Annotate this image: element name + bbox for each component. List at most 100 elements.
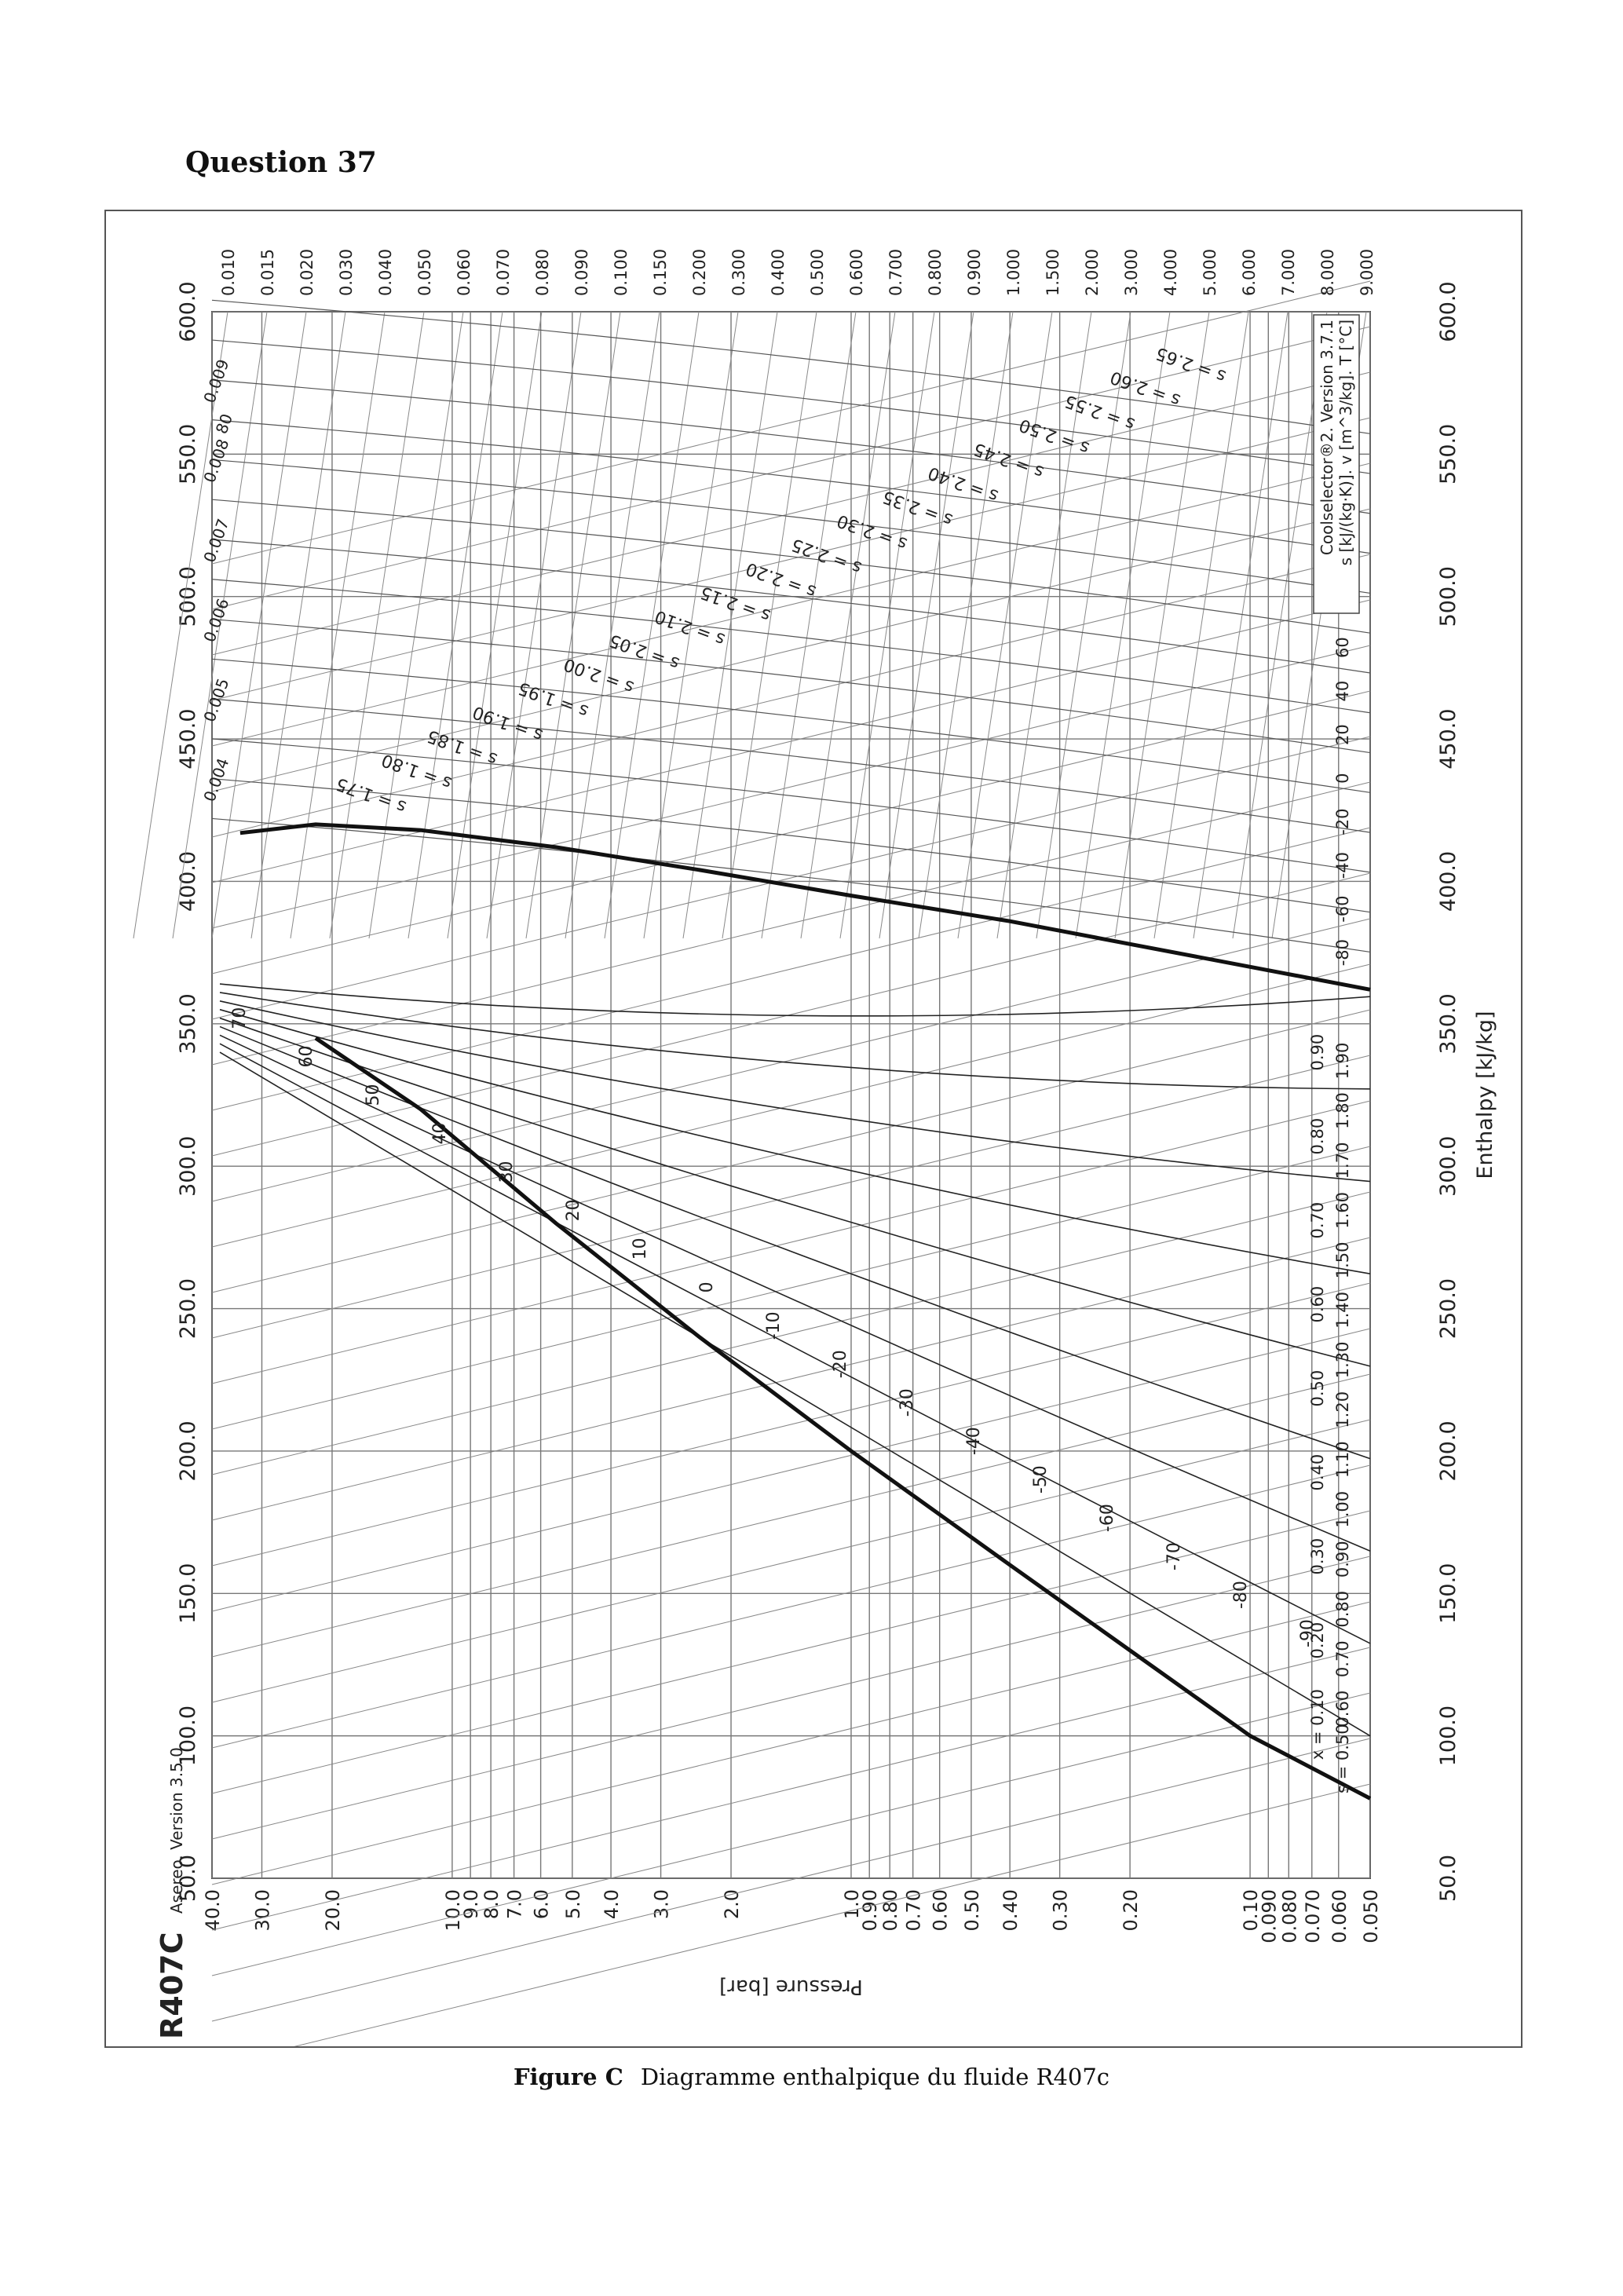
isotherm-line bbox=[211, 419, 1371, 554]
isotherm-label: -10 bbox=[764, 1311, 784, 1340]
pressure-tick-label: 2.0 bbox=[721, 1889, 743, 1919]
isochore-line bbox=[250, 311, 346, 939]
isentrope-label: s = 2.30 bbox=[835, 510, 910, 554]
isotherm-label: -50 bbox=[1031, 1465, 1051, 1493]
enthalpy-tick-label-right: 450.0 bbox=[1436, 708, 1460, 769]
isentrope-label: s = 2.50 bbox=[1017, 415, 1092, 458]
isentrope-line bbox=[211, 781, 1371, 1066]
volume-tick-label: 1.500 bbox=[1044, 249, 1062, 296]
volume-tick-label: 4.000 bbox=[1161, 249, 1180, 296]
isentrope-line bbox=[211, 645, 1371, 929]
isochore-line bbox=[1036, 311, 1131, 939]
pressure-tick-label: 0.80 bbox=[879, 1889, 901, 1931]
units-note: s [kJ/(kg·K)]. v [m^3/kg]. T [°C] bbox=[1336, 320, 1355, 565]
pressure-tick-label: 10.0 bbox=[442, 1889, 464, 1931]
isentrope-line bbox=[211, 417, 1371, 701]
isochore-line bbox=[879, 311, 974, 939]
isentrope-line bbox=[211, 1647, 1371, 1931]
temperature-tick-label: -80 bbox=[1333, 939, 1352, 966]
entropy-tick-label: 1.40 bbox=[1333, 1292, 1352, 1329]
quality-tick-label: 0.30 bbox=[1308, 1538, 1327, 1575]
volume-tick-label: 0.010 bbox=[219, 249, 238, 296]
quality-tick-label: x = 0.10 bbox=[1308, 1689, 1327, 1760]
software-note: Coolselector®2. Version 3.7.1 bbox=[1318, 320, 1336, 555]
isentrope-label: s = 1.85 bbox=[425, 726, 500, 769]
isotherm-label: -60 bbox=[1098, 1504, 1117, 1532]
quality-tick-label: 0.20 bbox=[1308, 1622, 1327, 1659]
temperature-tick-label: -20 bbox=[1333, 808, 1352, 835]
enthalpy-tick-label-right: 500.0 bbox=[1436, 566, 1460, 627]
volume-tick-label: 9.000 bbox=[1358, 249, 1376, 296]
isentrope-line bbox=[211, 1237, 1371, 1521]
quality-line bbox=[219, 1026, 1371, 1460]
quality-line bbox=[219, 1017, 1371, 1367]
temperature-tick-label: 60 bbox=[1333, 637, 1352, 658]
property-lines bbox=[133, 280, 1371, 2067]
isotherm-label: -80 bbox=[1231, 1581, 1251, 1609]
isochore-line bbox=[839, 311, 935, 939]
enthalpy-tick-label-right: 300.0 bbox=[1436, 1136, 1460, 1197]
pressure-tick-label: 0.090 bbox=[1258, 1889, 1280, 1943]
isentrope-line bbox=[211, 1783, 1371, 2067]
isotherm-line bbox=[211, 299, 1371, 434]
isotherm-label: -20 bbox=[831, 1350, 850, 1378]
volume-tick-label: 0.300 bbox=[729, 249, 748, 296]
caption-label: Figure C bbox=[513, 2064, 623, 2090]
isochore-line bbox=[329, 311, 425, 939]
isentrope-line bbox=[211, 1738, 1371, 2022]
isentrope-line bbox=[211, 1419, 1371, 1703]
isochore-line bbox=[565, 311, 660, 939]
quality-tick-label: 0.80 bbox=[1308, 1118, 1327, 1155]
volume-tick-label: 0.040 bbox=[376, 249, 395, 296]
volume-tick-label: 0.090 bbox=[572, 249, 591, 296]
isotherm-label: 30 bbox=[497, 1161, 517, 1183]
isotherm-line bbox=[211, 738, 1371, 873]
entropy-tick-label: 0.90 bbox=[1333, 1541, 1352, 1578]
isentrope-line bbox=[211, 1100, 1371, 1384]
volume-tick-label: 6.000 bbox=[1240, 249, 1259, 296]
isentrope-label: s = 2.35 bbox=[880, 486, 956, 529]
isentrope-label: s = 2.10 bbox=[652, 606, 728, 649]
isochore-line bbox=[368, 311, 464, 939]
quality-tick-label: 0.60 bbox=[1308, 1286, 1327, 1323]
isentrope-label: s = 2.05 bbox=[607, 630, 682, 673]
pressure-tick-label: 3.0 bbox=[651, 1889, 673, 1919]
enthalpy-tick-label-right: 200.0 bbox=[1436, 1420, 1460, 1481]
pressure-tick-label: 30.0 bbox=[251, 1889, 273, 1931]
enthalpy-tick-label-right: 600.0 bbox=[1436, 281, 1460, 342]
quality-tick-label: 0.90 bbox=[1308, 1034, 1327, 1071]
isochore-line bbox=[957, 311, 1053, 939]
isentrope-line bbox=[211, 326, 1371, 610]
isentrope-line bbox=[211, 508, 1371, 792]
pressure-tick-label: 0.90 bbox=[859, 1889, 881, 1931]
quality-line bbox=[219, 1043, 1371, 1644]
pressure-tick-label: 7.0 bbox=[504, 1889, 526, 1919]
isochore-line bbox=[408, 311, 503, 939]
isochore-line bbox=[133, 311, 228, 939]
volume-tick-label: 0.030 bbox=[337, 249, 356, 296]
isotherm-label: 40 bbox=[430, 1122, 450, 1144]
enthalpy-tick-label-left: 450.0 bbox=[176, 708, 200, 769]
enthalpy-tick-label-left: 550.0 bbox=[176, 424, 200, 484]
isotherm-label: 0 bbox=[697, 1281, 717, 1292]
isentrope-label: s = 2.55 bbox=[1062, 390, 1138, 433]
quality-tick-label: 0.40 bbox=[1308, 1454, 1327, 1491]
isotherm-label: -90 bbox=[1298, 1619, 1318, 1647]
isentrope-line bbox=[211, 1556, 1371, 1840]
superheat-isotherm-label: 80 bbox=[212, 411, 236, 437]
isotherm-label: 50 bbox=[364, 1084, 383, 1106]
entropy-tick-label: 1.90 bbox=[1333, 1043, 1352, 1080]
pressure-tick-label: 9.0 bbox=[460, 1889, 482, 1919]
isotherm-line bbox=[211, 379, 1371, 514]
volume-tick-label: 0.800 bbox=[926, 249, 945, 296]
enthalpy-tick-label-left: 600.0 bbox=[176, 281, 200, 342]
ph-diagram: 40.0 30.0 20.0 10.09.08.0 7.0 6.0 5.0 4.0 3.0 2.0… bbox=[133, 249, 1497, 2067]
isochore-line bbox=[1153, 311, 1249, 939]
enthalpy-tick-label-left: 350.0 bbox=[176, 993, 200, 1054]
saturation-curve bbox=[239, 822, 1371, 992]
entropy-tick-label: 1.80 bbox=[1333, 1092, 1352, 1129]
volume-tick-label: 0.600 bbox=[847, 249, 866, 296]
pressure-tick-label: 40.0 bbox=[202, 1889, 224, 1931]
isochore-line bbox=[918, 311, 1014, 939]
entropy-tick-label: 1.50 bbox=[1333, 1241, 1352, 1278]
